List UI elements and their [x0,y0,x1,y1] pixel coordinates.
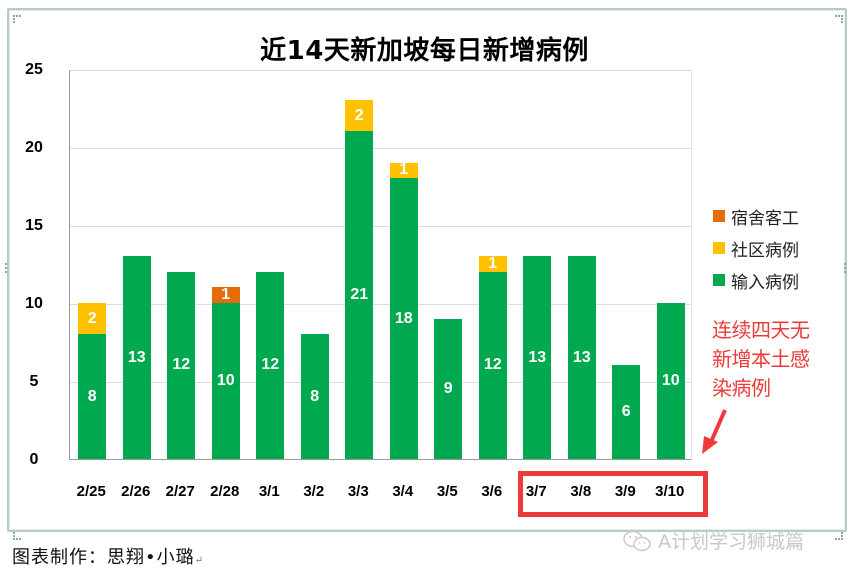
legend-item-imported: 输入病例 [713,264,799,296]
y-tick-label: 0 [29,451,39,468]
gridline [70,226,691,227]
legend-item-dormitory: 宿舍客工 [713,200,799,232]
annotation-line: 新增本土感 [712,347,810,371]
y-tick-label: 20 [25,139,43,156]
bar-stack: 13 [523,256,552,459]
legend-swatch [713,242,725,254]
annotation-line: 染病例 [712,376,771,400]
bar-segment: 10 [656,303,685,459]
annotation-line: 连续四天无 [712,318,810,342]
legend: 宿舍客工 社区病例 输入病例 [713,200,799,296]
bar-segment: 6 [612,365,641,459]
bar-segment: 21 [345,131,374,459]
x-tick-label: 3/3 [347,483,369,500]
legend-swatch [713,274,725,286]
annotation-text: 连续四天无 新增本土感 染病例 [712,316,837,403]
chart-title: 近14天新加坡每日新增病例 [260,36,589,66]
x-tick-label: 3/1 [258,483,280,500]
bar-segment: 13 [523,256,552,459]
bar-segment: 12 [256,271,285,459]
x-tick-label: 3/9 [614,483,636,500]
bar-segment: 1 [211,286,240,303]
x-tick-label: 2/26 [121,483,151,500]
bar-stack: 10 [656,303,685,459]
credit-label: 图表制作：思翔•小璐 [12,547,195,568]
resize-handle-bottom-left[interactable] [13,532,21,540]
bar-segment: 13 [122,256,151,459]
x-tick-label: 3/6 [481,483,503,500]
x-tick-label: 3/7 [525,483,547,500]
plot-area: 8 2 13 12 10 1 12 8 21 2 18 1 9 12 1 13 13 6 10 [69,70,692,460]
return-mark: ↵ [194,555,205,566]
y-tick-label: 15 [25,217,43,234]
resize-handle-bottom-right[interactable] [835,532,843,540]
x-tick-label: 2/25 [76,483,106,500]
resize-handle-top-left[interactable] [13,15,21,23]
x-tick-label: 3/8 [570,483,592,500]
bar-segment: 9 [434,318,463,459]
bar-segment: 8 [300,334,329,459]
bar-segment: 8 [78,334,107,459]
bar-stack: 12 [256,271,285,459]
bar-segment: 18 [389,178,418,459]
x-tick-label: 3/10 [655,483,685,500]
x-tick-label: 3/4 [392,483,414,500]
y-tick-label: 5 [29,373,39,390]
credit-text: 图表制作：思翔•小璐↵ [12,543,204,569]
bar-stack: 8 [300,334,329,459]
bar-segment: 13 [567,256,596,459]
wechat-icon [623,530,651,551]
bar-stack: 10 1 [211,286,240,459]
bar-stack: 21 2 [345,100,374,459]
bar-stack: 13 [122,256,151,459]
gridline [70,304,691,305]
bar-stack: 9 [434,318,463,459]
legend-label: 宿舍客工 [731,208,799,229]
resize-handle-top-right[interactable] [835,15,843,23]
legend-label: 输入病例 [731,272,799,293]
x-tick-label: 3/2 [303,483,325,500]
bar-segment: 12 [478,271,507,459]
legend-label: 社区病例 [731,240,799,261]
bar-segment: 2 [345,100,374,132]
x-tick-label: 2/27 [165,483,195,500]
bar-stack: 18 1 [389,161,418,459]
y-tick-label: 25 [25,61,43,78]
bar-segment: 1 [478,255,507,272]
gridline [70,148,691,149]
bar-segment: 12 [167,271,196,459]
highlight-box [518,471,708,517]
bar-segment: 10 [211,303,240,459]
bar-stack: 12 1 [478,255,507,459]
resize-handle-left[interactable] [5,263,10,273]
red-arrow-icon [702,409,727,454]
x-tick-label: 2/28 [210,483,240,500]
x-tick-label: 3/5 [436,483,458,500]
gridline [70,382,691,383]
legend-item-community: 社区病例 [713,232,799,264]
bar-stack: 13 [567,256,596,459]
watermark: A计划学习狮城篇 [622,527,804,554]
legend-swatch [713,210,725,222]
y-tick-label: 10 [25,295,43,312]
bar-segment: 1 [389,161,418,178]
bar-stack: 6 [612,365,641,459]
bar-stack: 12 [167,271,196,459]
watermark-label: A计划学习狮城篇 [658,531,804,553]
bar-segment: 2 [78,303,107,335]
resize-handle-right[interactable] [844,263,849,273]
